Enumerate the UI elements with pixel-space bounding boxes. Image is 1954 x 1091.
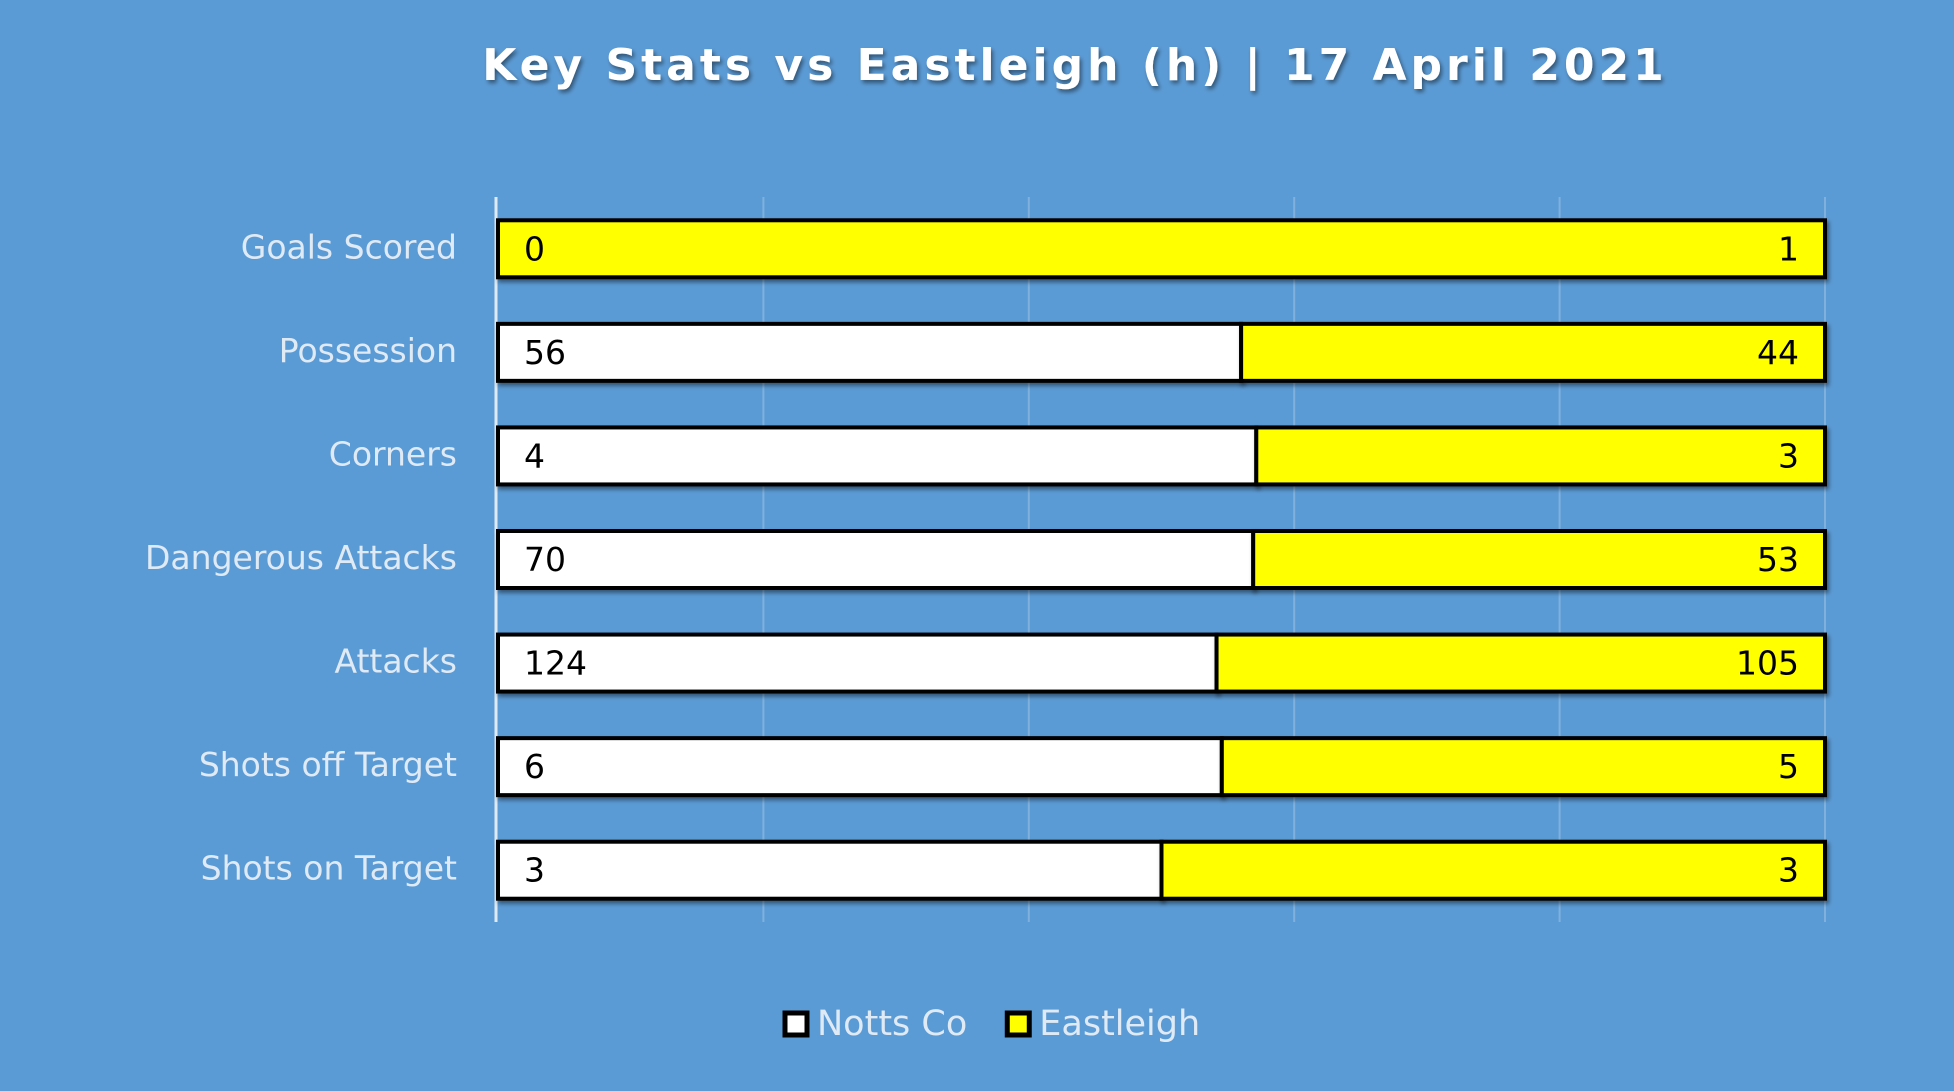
y-tick-label: Shots on Target xyxy=(201,849,457,888)
value-label: 56 xyxy=(524,333,566,372)
value-label: 3 xyxy=(1778,436,1799,475)
bar xyxy=(496,321,1244,383)
bar xyxy=(1251,529,1827,590)
bar xyxy=(496,529,1256,590)
legend-label: Eastleigh xyxy=(1039,1004,1200,1044)
y-tick-label: Attacks xyxy=(334,642,457,681)
legend-swatch xyxy=(782,1010,810,1038)
y-tick-label: Corners xyxy=(329,434,457,473)
legend-label: Notts Co xyxy=(817,1004,967,1044)
value-label: 124 xyxy=(524,644,587,683)
bar xyxy=(1159,839,1827,901)
value-label: 105 xyxy=(1736,644,1799,683)
y-tick-label: Shots off Target xyxy=(199,745,457,784)
value-label: 6 xyxy=(524,747,545,786)
y-tick-label: Goals Scored xyxy=(241,227,457,266)
bar xyxy=(1239,321,1827,383)
value-label: 3 xyxy=(524,851,545,890)
bar xyxy=(1214,632,1827,694)
bar xyxy=(1219,736,1828,798)
bar xyxy=(496,736,1224,798)
bar xyxy=(496,839,1164,901)
value-label: 44 xyxy=(1757,333,1799,372)
y-tick-label: Dangerous Attacks xyxy=(145,538,457,577)
bar xyxy=(496,218,1827,280)
value-label: 1 xyxy=(1778,229,1799,268)
value-label: 5 xyxy=(1778,747,1799,786)
y-tick-label: Possession xyxy=(279,331,457,370)
value-label: 53 xyxy=(1757,540,1799,579)
value-label: 70 xyxy=(524,540,566,579)
value-label: 4 xyxy=(524,436,545,475)
chart-title: Key Stats vs Eastleigh (h) | 17 April 20… xyxy=(482,40,1667,91)
value-label: 3 xyxy=(1778,851,1799,890)
bar xyxy=(496,425,1259,487)
bar xyxy=(1254,425,1828,487)
value-label: 0 xyxy=(524,229,545,268)
bar xyxy=(496,632,1219,694)
legend-swatch xyxy=(1004,1010,1032,1038)
